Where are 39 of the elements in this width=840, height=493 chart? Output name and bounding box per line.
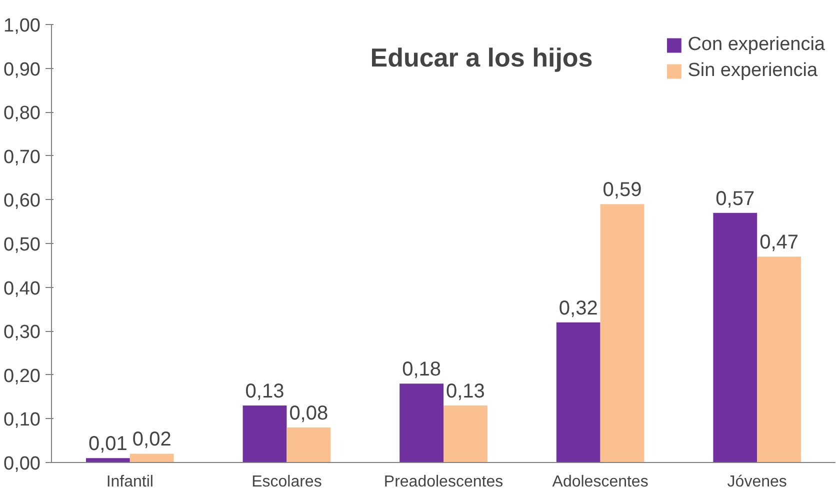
data-label: 0,57 bbox=[716, 188, 755, 210]
bar bbox=[130, 454, 174, 462]
y-tick-label: 0,70 bbox=[4, 146, 41, 168]
x-tick-label: Infantil bbox=[106, 474, 154, 490]
data-label: 0,08 bbox=[289, 402, 328, 424]
y-tick-label: 1,00 bbox=[4, 16, 41, 36]
y-tick-label: 0,30 bbox=[4, 322, 41, 344]
legend-label: Sin experiencia bbox=[688, 60, 818, 82]
x-tick-label: Jóvenes bbox=[727, 474, 787, 490]
y-tick-label: 0,10 bbox=[4, 410, 41, 431]
bar bbox=[86, 458, 130, 462]
y-tick-label: 0,60 bbox=[4, 190, 41, 212]
bar bbox=[444, 406, 488, 462]
text: Educar a los hijos bbox=[370, 42, 593, 72]
bar bbox=[286, 427, 331, 462]
data-label: 0,47 bbox=[760, 232, 799, 254]
y-tick-label: 0,50 bbox=[4, 234, 41, 256]
y-tick-label: 0,20 bbox=[4, 366, 41, 387]
x-tick-label: Escolares bbox=[252, 474, 322, 490]
data-label: 0,13 bbox=[446, 380, 485, 403]
y-tick-label: 0,00 bbox=[4, 454, 41, 474]
bar bbox=[713, 212, 758, 462]
data-label: 0,32 bbox=[558, 297, 598, 320]
bar bbox=[600, 204, 644, 462]
y-tick-label: 0,40 bbox=[4, 278, 41, 300]
y-tick-label: 0,80 bbox=[4, 103, 41, 124]
bar bbox=[757, 256, 802, 462]
x-tick-label: Adolescentes bbox=[552, 474, 648, 490]
y-tick-label: 0,90 bbox=[4, 59, 41, 80]
bar bbox=[400, 384, 444, 462]
x-tick-label: Preadolescentes bbox=[384, 474, 504, 490]
data-label: 0,02 bbox=[132, 428, 172, 451]
bar bbox=[242, 406, 287, 462]
data-label: 0,18 bbox=[402, 358, 442, 381]
data-label: 0,01 bbox=[88, 433, 128, 456]
data-label: 0,59 bbox=[602, 179, 642, 202]
data-label: 0,13 bbox=[245, 380, 284, 403]
bar bbox=[556, 322, 600, 462]
legend-label: Con experiencia bbox=[688, 34, 825, 56]
